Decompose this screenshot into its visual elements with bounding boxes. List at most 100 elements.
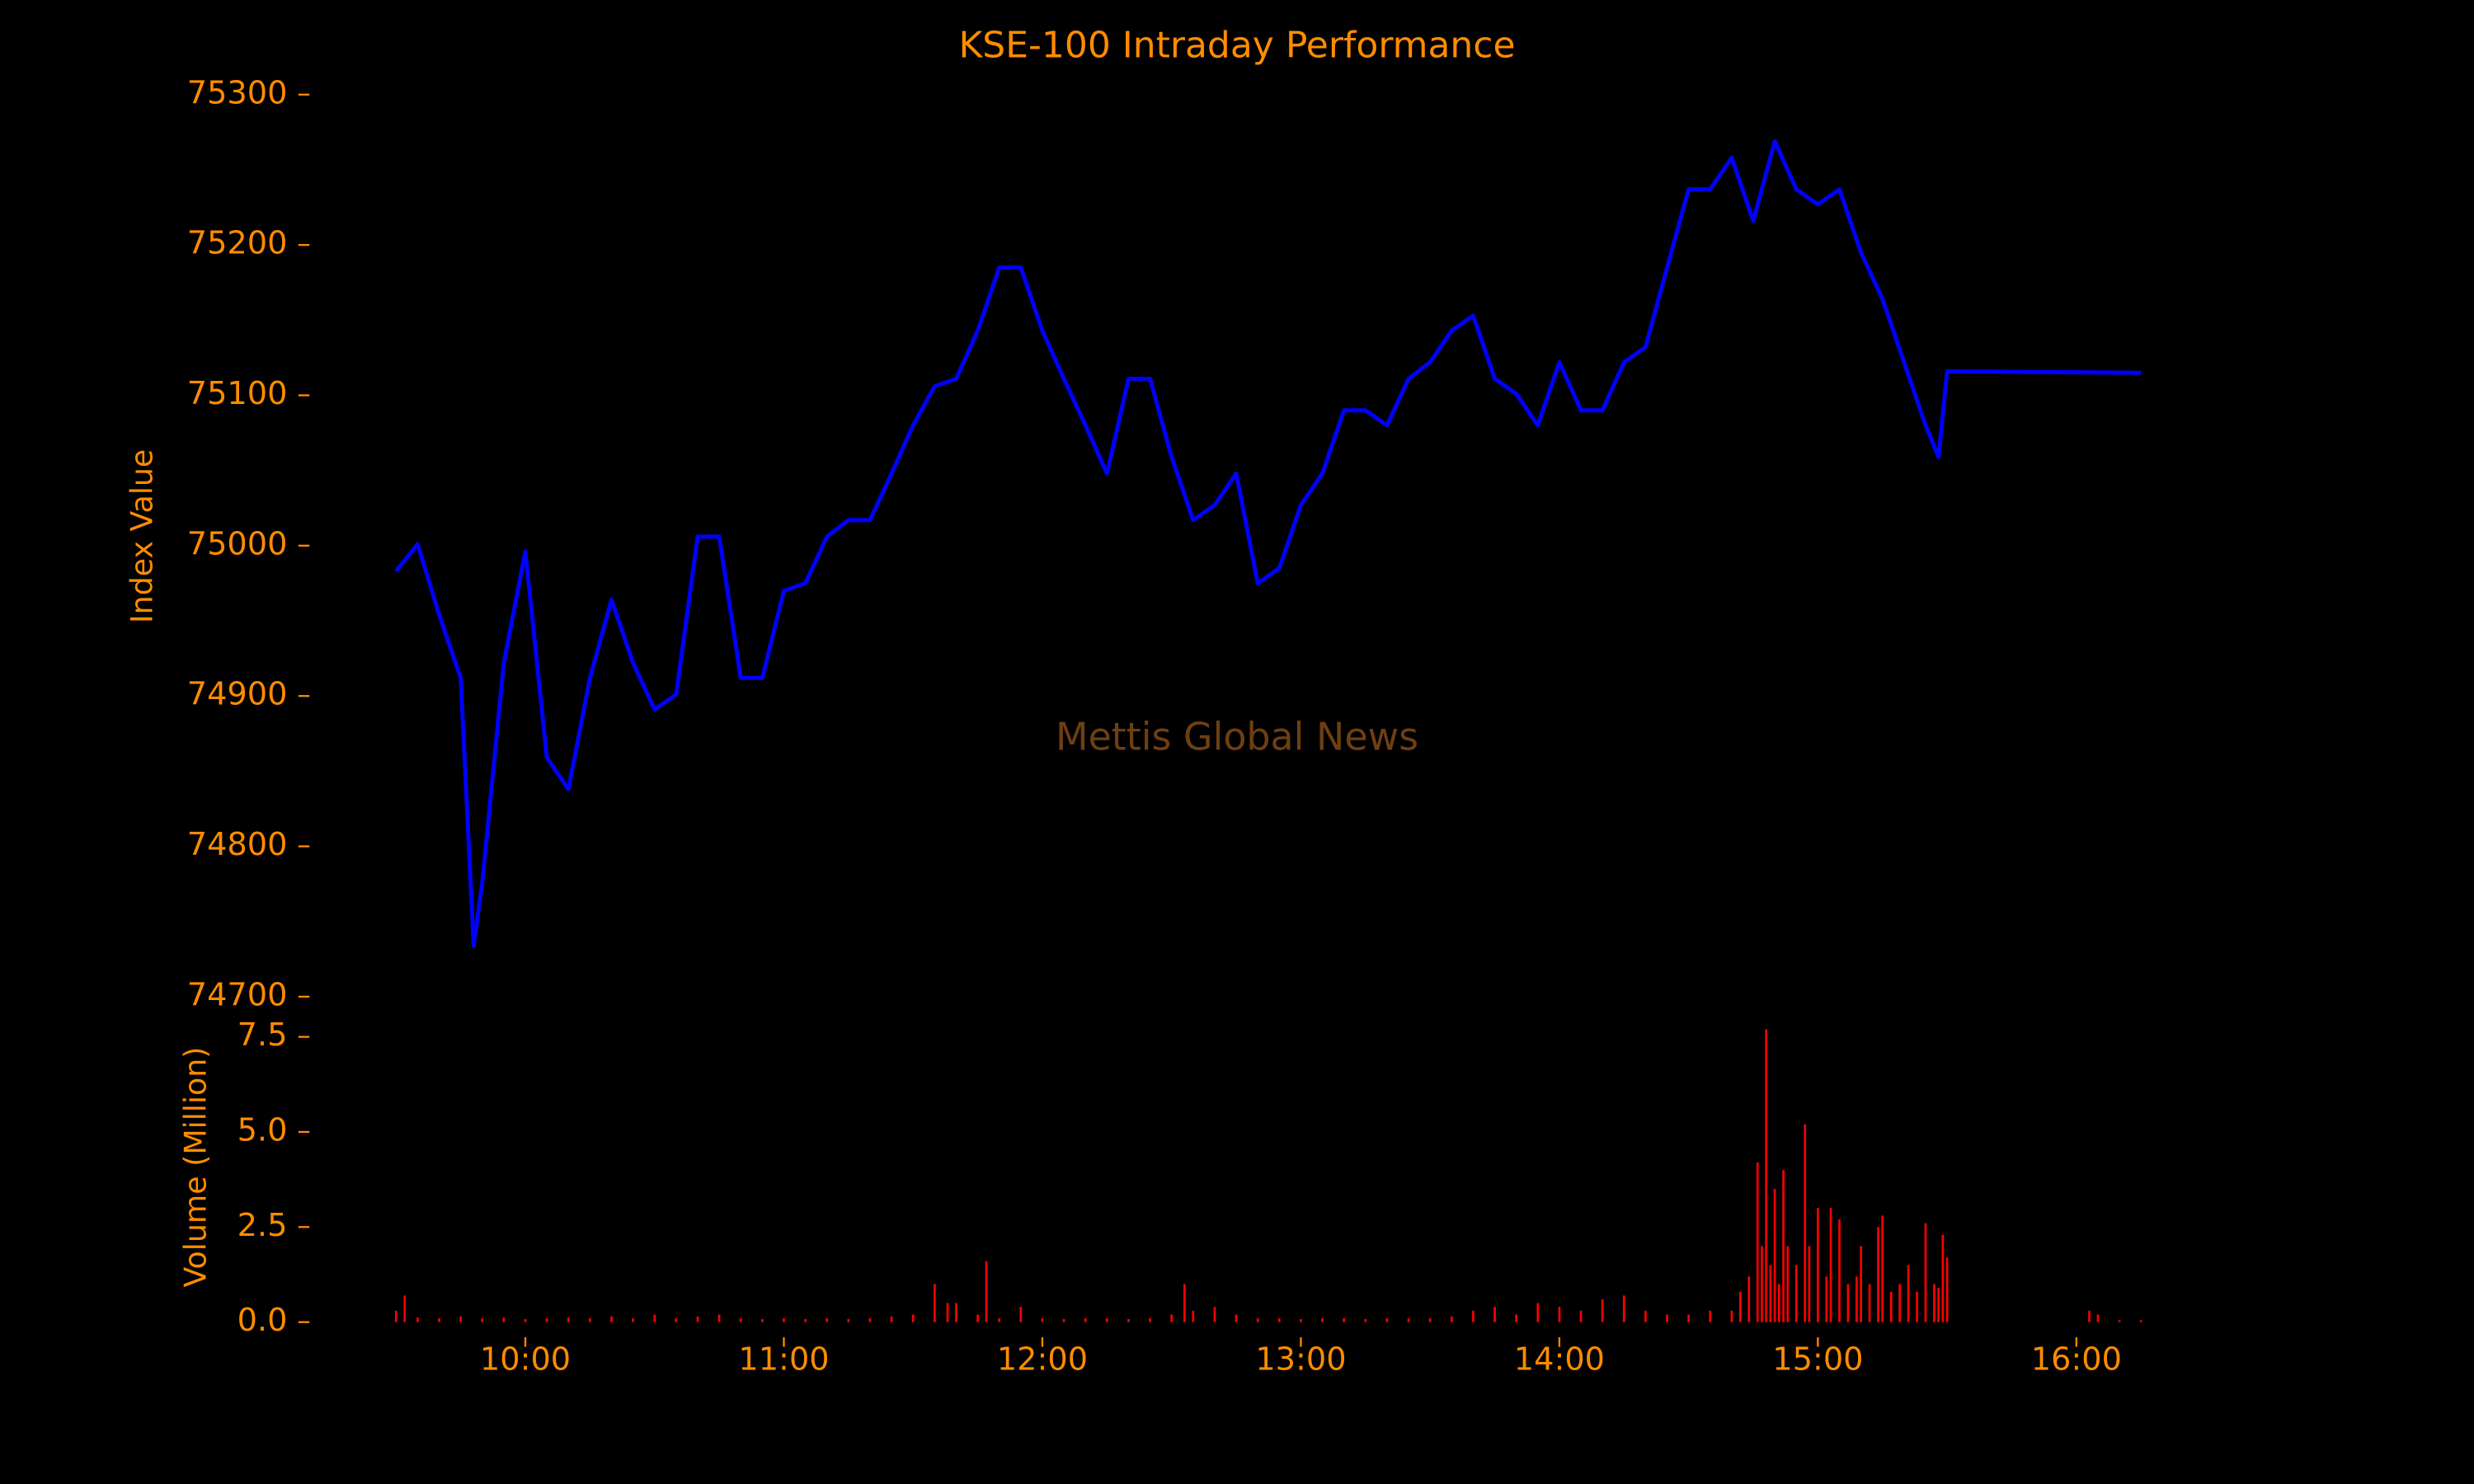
volume-bar [1084,1318,1087,1322]
volume-bar [1192,1310,1195,1322]
volume-bar [1868,1284,1871,1322]
volume-bar [1769,1265,1772,1322]
volume-bar [1170,1314,1174,1322]
volume-bar [1730,1310,1733,1322]
volume-bar [985,1261,988,1322]
y-axis-label: Index Value [124,449,159,623]
volume-bar [1666,1314,1668,1322]
chart-title: KSE-100 Intraday Performance [958,24,1515,66]
volume-bar [1933,1284,1935,1322]
volume-bar [1472,1310,1475,1322]
volume-bar [1579,1310,1583,1322]
volume-bar [403,1295,407,1322]
volume-bar [394,1310,397,1322]
volume-bar [739,1318,742,1322]
volume-bar [1794,1265,1798,1322]
volume-bar [1738,1291,1742,1322]
volume-bar [1747,1276,1751,1322]
x-tick-label: 10:00 [480,1341,571,1378]
volume-bar [1106,1318,1108,1322]
volume-bar [459,1316,463,1322]
volume-bar [1778,1284,1780,1322]
volume-bar [1756,1162,1759,1322]
volume-bar [1300,1318,1302,1322]
x-tick-label: 15:00 [1772,1341,1863,1378]
volume-bar [1235,1314,1238,1322]
volume-bar [610,1316,613,1322]
volume-bar [998,1318,1001,1322]
volume-bar [911,1314,915,1322]
volume-bar [1808,1246,1811,1322]
volume-bar [976,1314,979,1322]
volume-bar [1277,1318,1281,1322]
volume-bar [1877,1227,1879,1322]
volume-bar [1765,1029,1768,1322]
volume-bar [653,1314,656,1322]
volume-bar [1687,1314,1690,1322]
y-axis-label: Volume (Million) [177,1047,213,1288]
volume-bar [1428,1318,1432,1322]
x-tick-label: 14:00 [1514,1341,1605,1378]
volume-bar [1860,1246,1862,1322]
y-tick-label: 75000 [187,525,288,562]
volume-bar [1773,1189,1776,1322]
volume-bar [1786,1246,1790,1322]
volume-bar [1898,1284,1901,1322]
volume-bar [502,1317,506,1322]
y-tick-label: 74900 [187,676,288,713]
y-tick-label: 75200 [187,225,288,262]
x-tick-label: 12:00 [997,1341,1088,1378]
watermark: Mettis Global News [1056,715,1418,759]
volume-bar [1644,1310,1647,1322]
y-tick-label: 74700 [187,976,288,1013]
volume-bar [783,1318,785,1322]
volume-bar [1622,1295,1625,1322]
volume-bar [761,1318,764,1322]
volume-bar [1536,1303,1540,1322]
volume-bar [1149,1318,1151,1322]
volume-bar [955,1303,957,1322]
volume-bar [2118,1320,2121,1322]
x-tick-label: 13:00 [1255,1341,1346,1378]
volume-bar [2139,1320,2142,1322]
volume-bar [675,1318,678,1322]
volume-bar [1907,1265,1910,1322]
volume-bar [1829,1208,1832,1322]
volume-bar [1601,1298,1604,1322]
volume-bar [1183,1284,1186,1322]
y-tick-label: 5.0 [238,1111,288,1148]
x-tick-label: 16:00 [2031,1341,2122,1378]
volume-bar [717,1314,721,1322]
volume-bar [1019,1307,1023,1322]
volume-bar [1127,1318,1130,1322]
volume-bar [2088,1310,2091,1322]
volume-bar [696,1316,699,1322]
volume-bar [1450,1316,1453,1322]
x-tick-label: 11:00 [738,1341,829,1378]
volume-bar [1945,1257,1949,1322]
y-tick-label: 74800 [187,826,288,863]
volume-bar [1856,1276,1858,1322]
volume-bar [946,1303,949,1322]
volume-bar [524,1318,527,1322]
volume-bar [1881,1215,1884,1322]
volume-bar [1062,1318,1065,1322]
volume-bar [1846,1284,1850,1322]
volume-bar [1889,1291,1893,1322]
volume-bar [825,1318,829,1322]
y-tick-label: 2.5 [238,1207,288,1244]
volume-bar [890,1316,893,1322]
volume-bar [416,1317,419,1322]
volume-bar [545,1318,548,1322]
volume-bar [1407,1318,1410,1322]
volume-bar [1825,1276,1828,1322]
volume-bar [1804,1124,1807,1322]
index-line [394,139,2142,948]
volume-bar [1941,1234,1945,1322]
volume-bar [481,1318,484,1322]
volume-bar [1916,1291,1918,1322]
volume-bar [1385,1318,1389,1322]
volume-bar [1558,1307,1561,1322]
volume-bar [868,1318,872,1322]
